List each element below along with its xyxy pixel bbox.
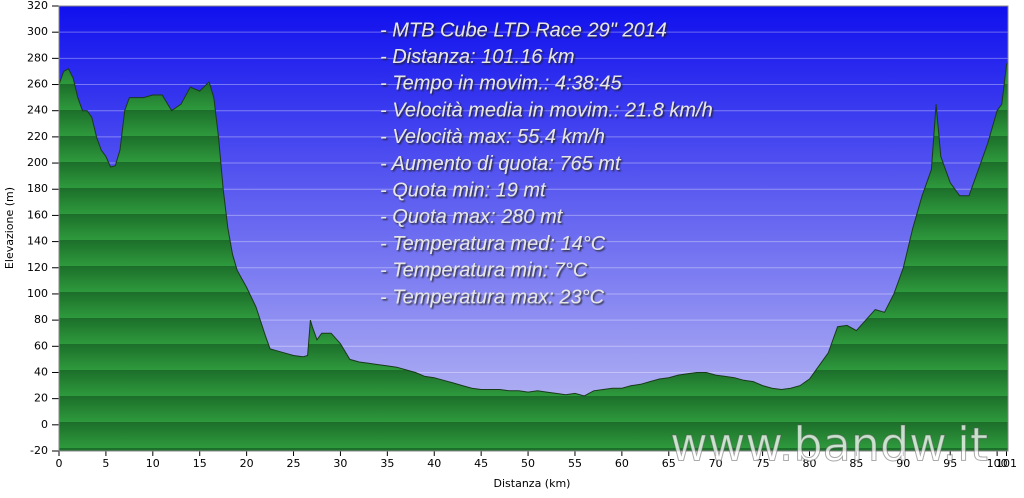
x-tick-label: 70 — [709, 457, 723, 470]
x-tick-label: 95 — [943, 457, 957, 470]
x-tick-label: 50 — [521, 457, 535, 470]
plot-frame — [58, 5, 1009, 452]
y-tick-label: 300 — [27, 25, 48, 38]
y-tick-label: 320 — [27, 0, 48, 12]
x-tick-label: 5 — [102, 457, 109, 470]
y-tick-label: 120 — [27, 261, 48, 274]
x-tick-label: 75 — [756, 457, 770, 470]
x-tick-label: 101 — [996, 457, 1017, 470]
annotation: - Quota min: 19 mt — [380, 179, 547, 201]
x-tick-label: 85 — [849, 457, 863, 470]
x-tick-label: 65 — [662, 457, 676, 470]
y-tick-label: 20 — [34, 392, 48, 405]
annotation: - MTB Cube LTD Race 29" 2014 — [380, 19, 667, 41]
x-tick-label: 20 — [240, 457, 254, 470]
annotation: - Tempo in movim.: 4:38:45 — [380, 73, 622, 95]
x-tick-label: 45 — [474, 457, 488, 470]
y-tick-label: 200 — [27, 156, 48, 169]
x-tick-label: 10 — [146, 457, 160, 470]
annotation: - Distanza: 101.16 km — [380, 46, 575, 68]
watermark: www.bandw.it — [670, 418, 988, 472]
annotation: - Temperatura max: 23°C — [380, 286, 605, 308]
annotation: - Velocità media in movim.: 21.8 km/h — [380, 99, 713, 121]
x-tick-label: 25 — [287, 457, 301, 470]
y-tick-label: 260 — [27, 78, 48, 91]
x-tick-label: 90 — [896, 457, 910, 470]
y-tick-label: 240 — [27, 104, 48, 117]
x-tick-label: 55 — [568, 457, 582, 470]
elevation-area — [59, 61, 1008, 451]
y-tick-label: 60 — [34, 339, 48, 352]
x-tick-label: 80 — [802, 457, 816, 470]
elevation-line — [58, 60, 1009, 397]
y-tick-label: 0 — [41, 418, 48, 431]
annotation: - Temperatura min: 7°C — [380, 260, 588, 282]
x-tick-label: 40 — [427, 457, 441, 470]
y-tick-label: -20 — [30, 444, 48, 457]
x-tick-label: 30 — [333, 457, 347, 470]
y-tick-label: 280 — [27, 51, 48, 64]
y-tick-label: 220 — [27, 130, 48, 143]
y-tick-label: 40 — [34, 365, 48, 378]
x-tick-label: 100 — [987, 457, 1008, 470]
x-tick-label: 0 — [56, 457, 63, 470]
y-tick-label: 160 — [27, 208, 48, 221]
annotation: - Temperatura med: 14°C — [380, 233, 606, 255]
x-tick-label: 15 — [193, 457, 207, 470]
y-tick-label: 80 — [34, 313, 48, 326]
y-tick-label: 140 — [27, 235, 48, 248]
annotation: - Velocità max: 55.4 km/h — [380, 126, 605, 148]
y-tick-label: 100 — [27, 287, 48, 300]
y-tick-label: 180 — [27, 182, 48, 195]
y-axis-label: Elevazione (m) — [3, 187, 16, 269]
x-axis-label: Distanza (km) — [494, 477, 571, 490]
annotation: - Aumento di quota: 765 mt — [380, 153, 622, 175]
annotation: - Quota max: 280 mt — [380, 206, 564, 228]
x-tick-label: 60 — [615, 457, 629, 470]
x-tick-label: 35 — [380, 457, 394, 470]
